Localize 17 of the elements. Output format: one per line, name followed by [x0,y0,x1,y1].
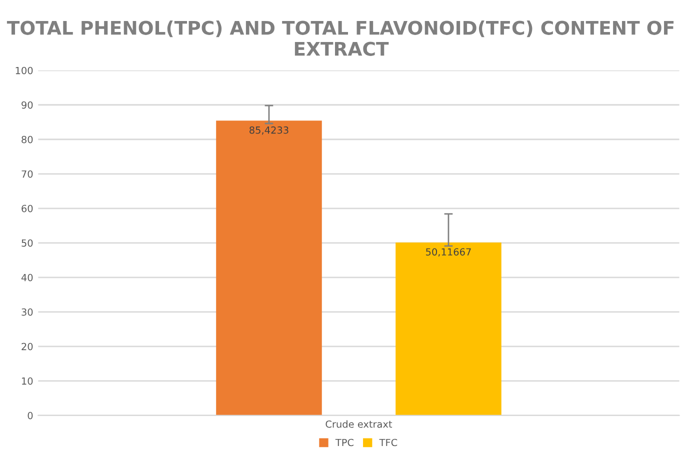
y-tick-label: 100 [16,66,33,74]
y-tick-label: 20 [22,342,33,350]
data-label: 85,4233 [250,126,288,135]
chart-title: TOTAL PHENOL(TPC) AND TOTAL FLAVONOID(TFC) CONTENT OF EXTRACT [6,20,674,56]
y-tick-label: 80 [22,136,33,144]
y-tick-label: 90 [22,101,33,109]
data-label: 50,11667 [426,248,471,257]
y-tick-label: 40 [21,274,33,282]
y-tick-label: 30 [22,308,33,316]
y-tick-label: 70 [22,170,33,178]
legend-label: TPC [335,438,354,446]
y-tick-label: 0 [28,412,33,420]
legend-label: TFC [379,438,398,446]
y-tick-label: 50 [22,239,33,247]
x-tick-label: Crude extraxt [326,420,392,428]
y-tick-label: 60 [22,204,33,212]
y-tick-label: 10 [22,377,33,385]
